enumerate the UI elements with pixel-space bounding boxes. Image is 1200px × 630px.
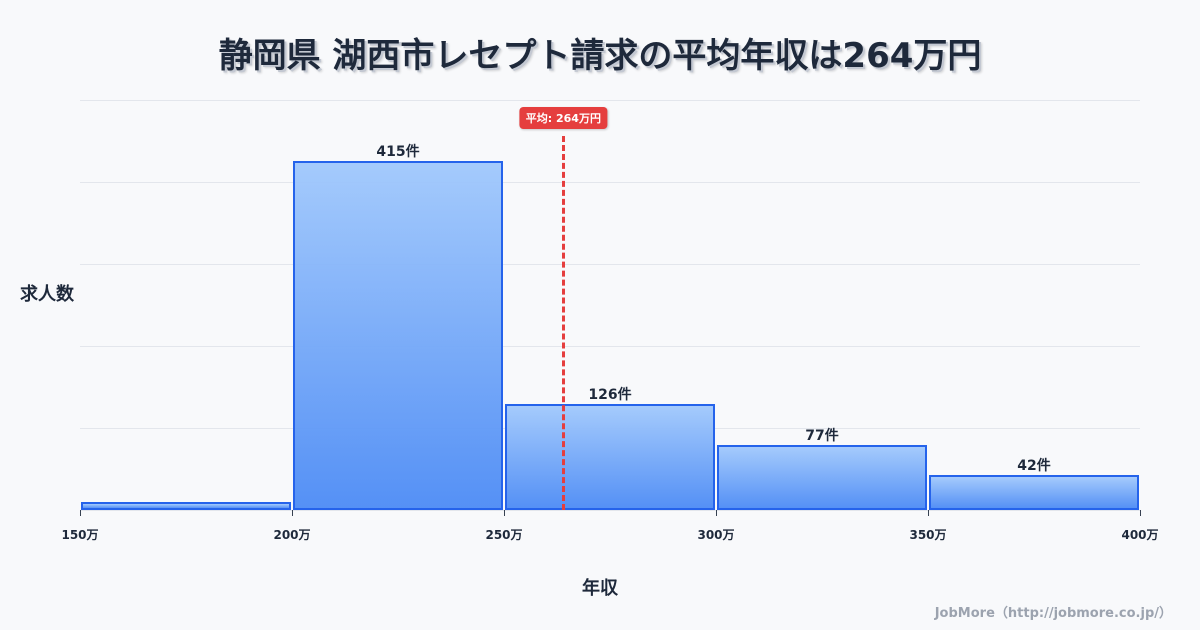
y-axis-label: 求人数 <box>20 284 74 305</box>
x-tick <box>1140 510 1141 516</box>
chart-title: 静岡県 湖西市レセプト請求の平均年収は264万円 <box>218 36 982 76</box>
bar-value-label: 77件 <box>805 428 839 445</box>
x-axis-label: 年収 <box>582 578 618 599</box>
gridline <box>80 100 1140 101</box>
x-tick <box>292 510 293 516</box>
gridline <box>80 264 1140 265</box>
plot-area: 415件 126件 77件 42件 150万 200万 250万 300万 35… <box>61 100 1159 542</box>
x-tick-label: 250万 <box>485 528 523 542</box>
histogram-bar: 42件 <box>929 458 1139 510</box>
x-tick-label: 200万 <box>273 528 311 542</box>
source-credit: JobMore（http://jobmore.co.jp/） <box>934 606 1172 621</box>
bar-value-label: 42件 <box>1017 457 1051 474</box>
histogram-bar: 77件 <box>717 428 927 510</box>
x-tick-label: 150万 <box>61 528 99 542</box>
histogram-bar: 415件 <box>293 144 503 510</box>
bar-value-label: 415件 <box>376 143 420 160</box>
baseline <box>80 510 1140 511</box>
x-tick <box>504 510 505 516</box>
x-tick <box>928 510 929 516</box>
average-line <box>561 136 565 510</box>
bar-value-label: 126件 <box>588 386 632 403</box>
x-tick <box>716 510 717 516</box>
gridline <box>80 182 1140 183</box>
histogram-bar: 126件 <box>505 387 715 510</box>
x-tick-label: 350万 <box>909 528 947 542</box>
x-tick <box>80 510 81 516</box>
x-tick-label: 300万 <box>697 528 735 542</box>
gridline <box>80 346 1140 347</box>
average-badge: 平均: 264万円 <box>519 107 607 129</box>
x-tick-label: 400万 <box>1121 528 1159 542</box>
histogram-bar <box>81 501 291 510</box>
